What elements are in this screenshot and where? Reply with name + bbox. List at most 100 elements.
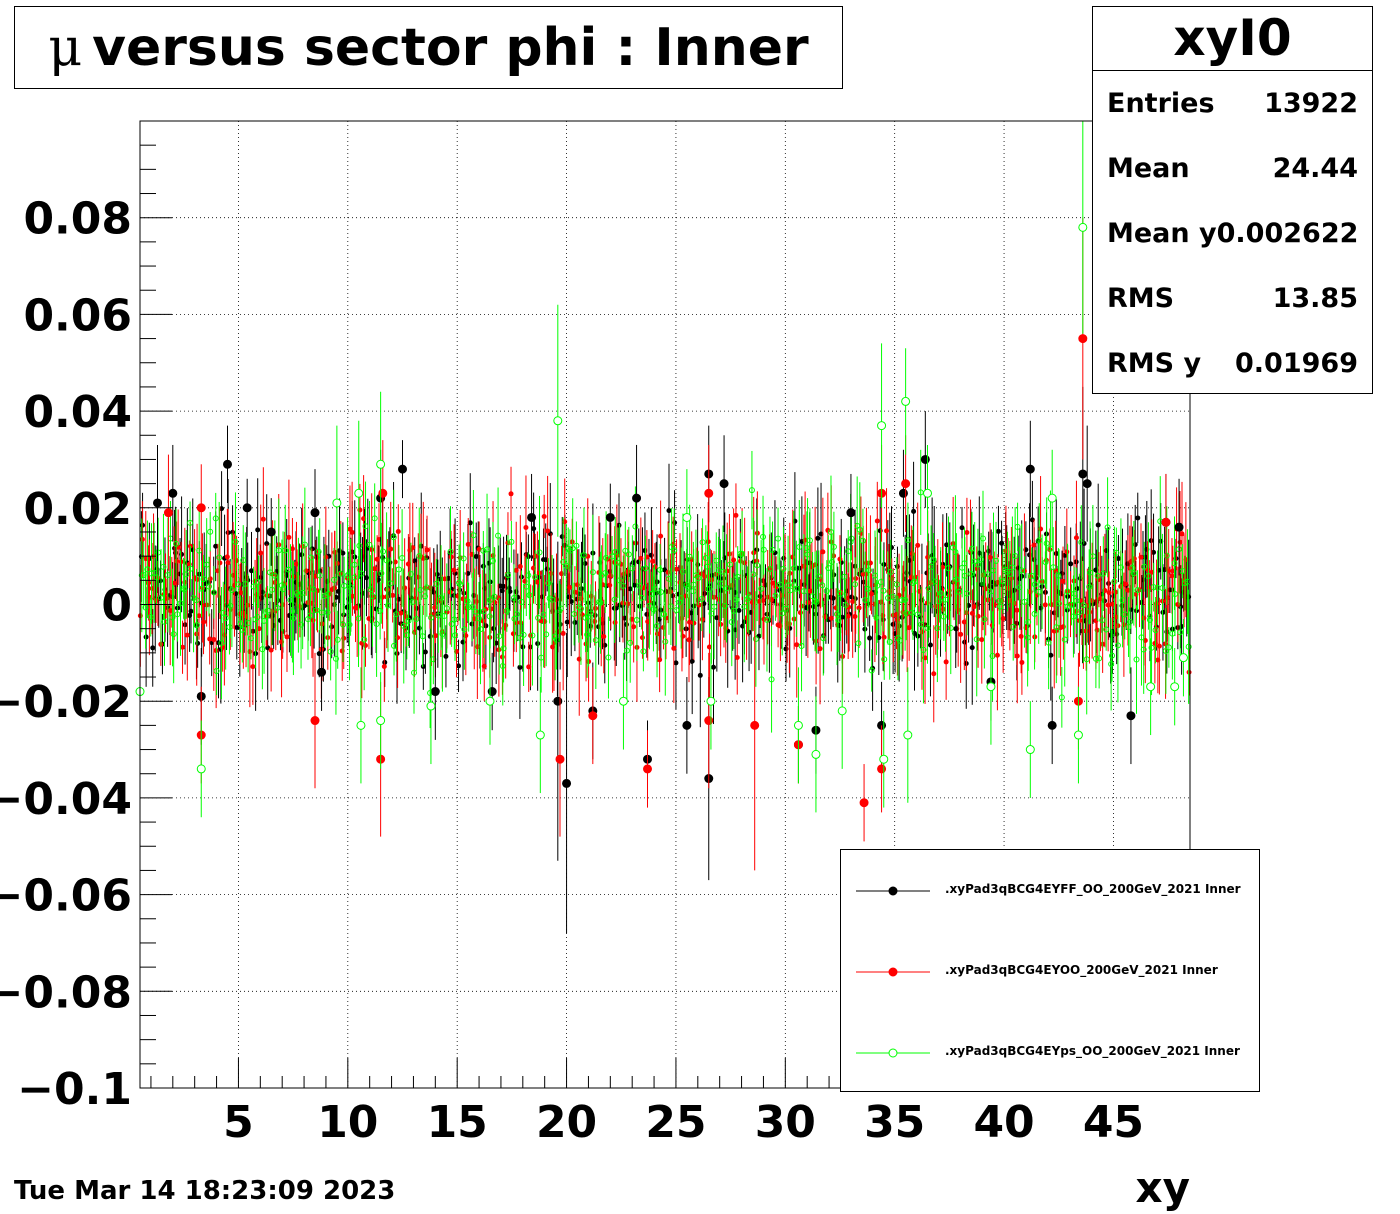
band-point bbox=[1121, 611, 1128, 618]
band-point bbox=[487, 597, 494, 604]
data-point bbox=[859, 798, 869, 808]
band-point bbox=[1133, 656, 1140, 663]
data-point bbox=[1146, 682, 1156, 692]
band-point bbox=[567, 584, 573, 590]
band-point bbox=[491, 593, 498, 600]
band-point bbox=[768, 676, 775, 683]
data-point bbox=[317, 667, 327, 677]
band-point bbox=[196, 613, 202, 619]
stats-value: 0.002622 bbox=[1216, 218, 1359, 249]
data-point bbox=[196, 503, 206, 513]
band-point bbox=[711, 664, 717, 670]
y-tick-label: −0.1 bbox=[17, 1064, 132, 1115]
data-point bbox=[923, 488, 932, 498]
band-point bbox=[1103, 626, 1110, 633]
band-point bbox=[1068, 561, 1074, 567]
band-point bbox=[631, 624, 637, 630]
band-point bbox=[298, 621, 305, 628]
band-point bbox=[1165, 644, 1172, 651]
band-point bbox=[573, 542, 580, 549]
band-point bbox=[147, 613, 154, 620]
x-tick-label: 15 bbox=[427, 1097, 488, 1148]
band-point bbox=[968, 570, 975, 577]
band-point bbox=[477, 626, 484, 633]
band-point bbox=[501, 583, 507, 589]
datestamp: Tue Mar 14 18:23:09 2023 bbox=[14, 1176, 396, 1206]
band-point bbox=[310, 586, 317, 593]
data-point bbox=[562, 778, 572, 788]
band-point bbox=[698, 596, 705, 603]
band-point bbox=[187, 519, 194, 526]
band-point bbox=[843, 595, 849, 601]
band-point bbox=[481, 663, 487, 669]
band-point bbox=[371, 515, 378, 522]
band-point bbox=[434, 571, 440, 577]
band-point bbox=[699, 539, 706, 546]
band-point bbox=[601, 633, 607, 639]
data-point bbox=[354, 488, 364, 498]
band-point bbox=[1055, 572, 1062, 579]
x-axis-label: xy bbox=[1136, 1163, 1190, 1212]
stats-value: 13922 bbox=[1264, 88, 1358, 119]
band-point bbox=[461, 626, 468, 633]
band-point bbox=[1149, 569, 1155, 575]
band-point bbox=[935, 604, 941, 610]
band-point bbox=[752, 636, 759, 643]
band-point bbox=[351, 561, 358, 568]
band-point bbox=[470, 532, 477, 539]
band-point bbox=[733, 512, 739, 518]
band-point bbox=[250, 664, 256, 670]
band-point bbox=[571, 611, 578, 618]
band-point bbox=[699, 616, 705, 622]
band-point bbox=[1019, 659, 1025, 665]
band-point bbox=[393, 611, 400, 618]
band-point bbox=[611, 596, 618, 603]
data-point bbox=[1178, 653, 1188, 663]
band-point bbox=[650, 558, 656, 564]
band-point bbox=[387, 580, 394, 587]
band-point bbox=[1122, 581, 1128, 587]
band-point bbox=[855, 640, 862, 647]
band-point bbox=[1024, 634, 1031, 641]
data-point bbox=[168, 488, 178, 498]
band-point bbox=[525, 572, 532, 579]
band-point bbox=[657, 657, 663, 663]
band-point bbox=[1089, 553, 1096, 560]
band-point bbox=[526, 592, 533, 599]
band-point bbox=[532, 574, 539, 581]
band-point bbox=[390, 592, 396, 598]
band-point bbox=[678, 595, 685, 602]
band-point bbox=[673, 607, 680, 614]
band-point bbox=[845, 613, 851, 619]
band-point bbox=[584, 631, 591, 638]
stats-label: Mean y bbox=[1107, 218, 1217, 249]
band-point bbox=[213, 543, 219, 549]
band-point bbox=[961, 619, 967, 625]
band-point bbox=[616, 577, 623, 584]
band-point bbox=[602, 570, 609, 577]
band-point bbox=[347, 584, 354, 591]
data-point bbox=[846, 508, 856, 518]
band-point bbox=[230, 529, 236, 535]
band-point bbox=[930, 556, 937, 563]
data-point bbox=[879, 754, 889, 764]
band-point bbox=[889, 594, 896, 601]
data-point bbox=[376, 716, 386, 726]
band-point bbox=[1080, 602, 1087, 609]
band-point bbox=[734, 654, 740, 660]
legend-label: .xyPad3qBCG4EYps_OO_200GeV_2021 Inner bbox=[945, 1044, 1240, 1058]
band-point bbox=[250, 583, 257, 590]
data-point bbox=[1170, 682, 1180, 692]
band-point bbox=[143, 634, 149, 640]
legend-entry: .xyPad3qBCG4EYOO_200GeV_2021 Inner bbox=[841, 957, 1259, 987]
stats-row-mean: Mean 24.44 bbox=[1093, 136, 1372, 201]
band-point bbox=[605, 654, 612, 661]
band-point bbox=[642, 565, 649, 572]
data-point bbox=[837, 706, 847, 716]
band-point bbox=[1109, 601, 1115, 607]
band-point bbox=[218, 640, 225, 647]
band-point bbox=[850, 599, 856, 605]
band-point bbox=[170, 631, 177, 638]
band-point bbox=[632, 523, 639, 530]
data-point bbox=[605, 512, 615, 522]
